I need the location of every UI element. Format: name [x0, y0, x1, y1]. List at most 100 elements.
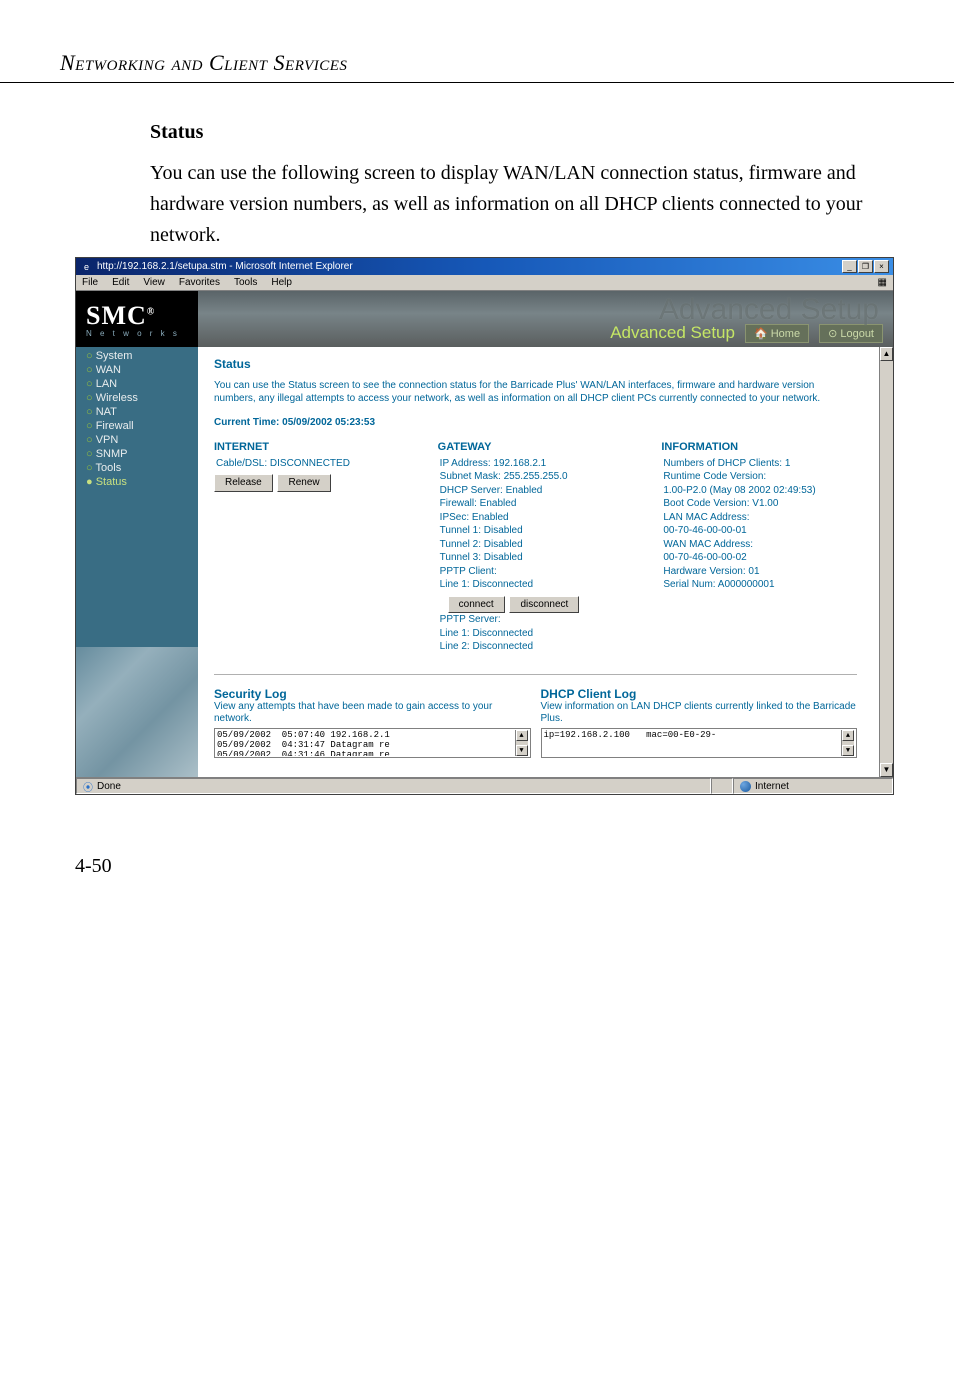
- panel-intro-text: You can use the Status screen to see the…: [214, 379, 877, 405]
- status-zone-cell: Internet: [733, 778, 893, 794]
- status-zone-text: Internet: [755, 781, 789, 792]
- sidebar-item-vpn[interactable]: ○ VPN: [76, 433, 198, 447]
- gateway-line: Firewall: Enabled: [438, 497, 654, 511]
- logo-text: SMC®: [86, 301, 198, 331]
- security-log-desc: View any attempts that have been made to…: [214, 701, 531, 725]
- release-button[interactable]: Release: [214, 474, 273, 492]
- globe-icon: [740, 781, 751, 792]
- router-page: SMC® N e t w o r k s Advanced Setup Adva…: [76, 291, 893, 777]
- logo-subtext: N e t w o r k s: [86, 329, 198, 338]
- menu-favorites[interactable]: Favorites: [179, 277, 220, 288]
- vertical-scrollbar[interactable]: ▲ ▼: [879, 347, 893, 777]
- info-line: 1.00-P2.0 (May 08 2002 02:49:53): [661, 484, 877, 498]
- panel-title: Status: [214, 357, 877, 371]
- main-panel: ▲ ▼ Status You can use the Status screen…: [198, 347, 893, 777]
- security-log-box: Security Log View any attempts that have…: [214, 687, 531, 758]
- gateway-line: IP Address: 192.168.2.1: [438, 457, 654, 471]
- menu-edit[interactable]: Edit: [112, 277, 129, 288]
- sidebar-item-nat[interactable]: ○ NAT: [76, 405, 198, 419]
- sidebar-item-system[interactable]: ○ System: [76, 349, 198, 363]
- sidebar-item-snmp[interactable]: ○ SNMP: [76, 447, 198, 461]
- info-line: LAN MAC Address:: [661, 511, 877, 525]
- gateway-line: Line 1: Disconnected: [438, 578, 654, 592]
- dhcp-log-box: DHCP Client Log View information on LAN …: [541, 687, 858, 758]
- content-area: Status You can use the following screen …: [0, 121, 954, 251]
- current-time-label: Current Time: 05/09/2002 05:23:53: [214, 417, 877, 428]
- browser-menubar: File Edit View Favorites Tools Help ▦: [76, 275, 893, 291]
- status-done-cell: ⦿ Done: [76, 778, 711, 794]
- dhcp-log-textarea[interactable]: ip=192.168.2.100 mac=00-E0-29- ▲ ▼: [541, 728, 858, 758]
- sidebar-item-wan[interactable]: ○ WAN: [76, 363, 198, 377]
- info-line: 00-70-46-00-00-01: [661, 524, 877, 538]
- sidebar-item-lan[interactable]: ○ LAN: [76, 377, 198, 391]
- page-number: 4-50: [0, 795, 954, 928]
- browser-title-text: http://192.168.2.1/setupa.stm - Microsof…: [97, 261, 842, 272]
- scroll-up-icon[interactable]: ▲: [880, 347, 893, 361]
- ie-logo-icon: ▦: [878, 277, 887, 288]
- gateway-line: Line 2: Disconnected: [438, 640, 654, 654]
- status-empty-cell: [711, 778, 733, 794]
- security-log-textarea[interactable]: 05/09/2002 05:07:40 192.168.2.1 05/09/20…: [214, 728, 531, 758]
- renew-button[interactable]: Renew: [277, 474, 330, 492]
- section-divider: [214, 674, 857, 675]
- maximize-button[interactable]: ❐: [858, 260, 873, 273]
- security-log-content: 05/09/2002 05:07:40 192.168.2.1 05/09/20…: [217, 730, 515, 756]
- sidebar-item-wireless[interactable]: ○ Wireless: [76, 391, 198, 405]
- sidebar-decorative-image: [76, 647, 198, 777]
- done-icon: ⦿: [83, 779, 93, 794]
- section-title: Status: [150, 121, 894, 144]
- log-scrollbar[interactable]: ▲ ▼: [515, 730, 528, 756]
- status-columns: INTERNET Cable/DSL: DISCONNECTED Release…: [214, 440, 877, 654]
- scroll-down-icon[interactable]: ▼: [842, 745, 854, 756]
- connect-button[interactable]: connect: [448, 596, 505, 614]
- window-controls: _ ❐ ×: [842, 260, 889, 273]
- status-done-text: Done: [97, 781, 121, 792]
- internet-title: INTERNET: [214, 440, 430, 455]
- info-line: Hardware Version: 01: [661, 565, 877, 579]
- page-heading: Networking and Client Services: [0, 0, 954, 83]
- body-paragraph: You can use the following screen to disp…: [150, 158, 894, 251]
- menu-view[interactable]: View: [143, 277, 165, 288]
- info-line: WAN MAC Address:: [661, 538, 877, 552]
- gateway-line: DHCP Server: Enabled: [438, 484, 654, 498]
- dhcp-log-content: ip=192.168.2.100 mac=00-E0-29-: [544, 730, 842, 756]
- dhcp-log-desc: View information on LAN DHCP clients cur…: [541, 701, 858, 725]
- disconnect-button[interactable]: disconnect: [509, 596, 579, 614]
- gateway-title: GATEWAY: [438, 440, 654, 455]
- gateway-line: Line 1: Disconnected: [438, 627, 654, 641]
- screenshot-container: e http://192.168.2.1/setupa.stm - Micros…: [0, 257, 954, 795]
- info-line: Runtime Code Version:: [661, 470, 877, 484]
- ghost-heading: Advanced Setup: [659, 293, 879, 327]
- sidebar-item-tools[interactable]: ○ Tools: [76, 461, 198, 475]
- gateway-line: Tunnel 3: Disabled: [438, 551, 654, 565]
- minimize-button[interactable]: _: [842, 260, 857, 273]
- scroll-up-icon[interactable]: ▲: [842, 730, 854, 741]
- gateway-line: IPSec: Enabled: [438, 511, 654, 525]
- info-line: Serial Num: A000000001: [661, 578, 877, 592]
- close-button[interactable]: ×: [874, 260, 889, 273]
- menu-tools[interactable]: Tools: [234, 277, 257, 288]
- gateway-line: Tunnel 1: Disabled: [438, 524, 654, 538]
- sidebar: ○ System ○ WAN ○ LAN ○ Wireless ○ NAT ○ …: [76, 347, 198, 777]
- info-line: Numbers of DHCP Clients: 1: [661, 457, 877, 471]
- scroll-up-icon[interactable]: ▲: [516, 730, 528, 741]
- sidebar-item-firewall[interactable]: ○ Firewall: [76, 419, 198, 433]
- menu-file[interactable]: File: [82, 277, 98, 288]
- scroll-down-icon[interactable]: ▼: [516, 745, 528, 756]
- gateway-line: PPTP Client:: [438, 565, 654, 579]
- info-line: 00-70-46-00-00-02: [661, 551, 877, 565]
- sidebar-item-status[interactable]: ● Status: [76, 475, 198, 489]
- ie-icon: e: [80, 260, 93, 273]
- browser-titlebar: e http://192.168.2.1/setupa.stm - Micros…: [76, 258, 893, 275]
- gateway-line: Tunnel 2: Disabled: [438, 538, 654, 552]
- router-header-right: Advanced Setup Advanced Setup 🏠 Home ⊙ L…: [198, 291, 893, 347]
- router-logo: SMC® N e t w o r k s: [76, 291, 198, 347]
- log-scrollbar[interactable]: ▲ ▼: [841, 730, 854, 756]
- gateway-line: Subnet Mask: 255.255.255.0: [438, 470, 654, 484]
- scroll-down-icon[interactable]: ▼: [880, 763, 893, 777]
- browser-statusbar: ⦿ Done Internet: [76, 777, 893, 794]
- security-log-title: Security Log: [214, 687, 531, 701]
- menu-help[interactable]: Help: [271, 277, 292, 288]
- gateway-line: PPTP Server:: [438, 613, 654, 627]
- internet-column: INTERNET Cable/DSL: DISCONNECTED Release…: [214, 440, 430, 654]
